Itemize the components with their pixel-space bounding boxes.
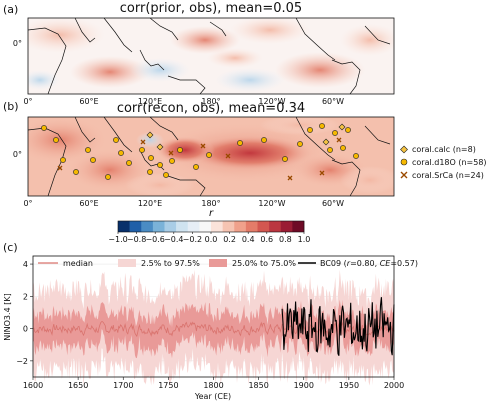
panel-b-lon-tick: 180° [201, 199, 220, 208]
x-tick-label: 1800 [203, 381, 223, 390]
colorbar-tick-label: −1.0 [108, 235, 127, 244]
panel-b-field [28, 117, 394, 196]
colorbar-tick-label: 0.8 [279, 235, 292, 244]
colorbar-tick-label: 0.0 [205, 235, 218, 244]
colorbar-tick-label: −0.2 [183, 235, 202, 244]
colorbar-cell [245, 221, 258, 232]
colorbar-cell [141, 221, 154, 232]
legend-bc09: BC09 (r=0.80, CE=0.57) [320, 259, 418, 268]
colorbar-tick-label: 1.0 [298, 235, 311, 244]
colorbar-label: r [209, 208, 214, 219]
panel-c-label: (c) [3, 241, 18, 254]
legend-coral-d18o: coral.d18O (n=58) [412, 158, 487, 167]
panel-b-title: corr(recon, obs), mean=0.34 [117, 101, 305, 116]
panel-c-ylabel: NINO3.4 [K] [3, 293, 12, 340]
timeseries-plot [32, 263, 395, 387]
x-tick-label: 1600 [23, 381, 43, 390]
panel-a-title: corr(prior, obs), mean=0.05 [120, 1, 302, 16]
panel-a-lon-tick: 60°E [79, 97, 98, 106]
colorbar-ticks: −1.0 −0.8 −0.6 −0.4 −0.2 0.0 0.2 0.4 0.6 0.8 1.0 [108, 232, 310, 244]
panel-c-legend: median 2.5% to 97.5% 25.0% to 75.0% BC09… [38, 259, 418, 268]
coral-srca-marker [400, 171, 408, 179]
x-tick-label: 1750 [158, 381, 178, 390]
colorbar-cell [164, 221, 177, 232]
colorbar-cell [280, 221, 293, 232]
median-line [32, 321, 395, 338]
panel-a-label: (a) [3, 3, 18, 16]
panel-c: (c) 1600 1650 1700 1750 1800 1850 1900 1950 2000… [3, 241, 418, 401]
colorbar-cells [118, 221, 305, 232]
colorbar-cell [118, 221, 130, 232]
panel-b-lon-tick: 60°W [322, 199, 344, 208]
panel-a-lon-tick: 120°W [258, 97, 285, 106]
colorbar-tick-label: 0.4 [242, 235, 255, 244]
panel-b-lon-tick: 120°E [138, 199, 162, 208]
y-tick-label: 4 [23, 260, 28, 269]
panel-b-lat-tick: 0° [13, 150, 22, 159]
panel-c-xlabel: Year (CE) [194, 392, 231, 401]
colorbar-cell [199, 221, 212, 232]
colorbar-tick-label: 0.2 [223, 235, 236, 244]
x-tick-label: 1950 [339, 381, 359, 390]
panel-a-lon-tick: 180° [201, 97, 220, 106]
colorbar: r −1.0 −0.8 −0.6 −0.4 −0.2 0.0 0.2 0.4 0.6 0.8 1.0 [108, 208, 310, 244]
panel-b-lon-tick: 60°E [79, 199, 98, 208]
panel-c-y-ticks: −2 0 2 4 [16, 260, 33, 366]
legend-band50-swatch [209, 259, 227, 267]
panel-a-lon-tick: 60°W [322, 97, 344, 106]
x-tick-label: 1700 [113, 381, 133, 390]
x-tick-label: 1850 [248, 381, 268, 390]
panel-b: (b) corr(recon, obs), mean=0.34 [3, 100, 487, 208]
coral-d18o-marker [400, 158, 408, 166]
colorbar-tick-label: −0.8 [127, 235, 146, 244]
legend-coral-calc: coral.calc (n=8) [412, 145, 476, 154]
colorbar-cell [187, 221, 200, 232]
colorbar-cell [292, 221, 305, 232]
y-tick-label: −2 [16, 357, 28, 366]
legend-band50: 25.0% to 75.0% [232, 259, 296, 268]
colorbar-cell [234, 221, 247, 232]
panel-a-lon-tick: 0° [23, 97, 32, 106]
panel-b-label: (b) [3, 100, 19, 113]
x-tick-label: 1650 [68, 381, 88, 390]
legend-band95: 2.5% to 97.5% [141, 259, 200, 268]
colorbar-tick-label: −0.6 [145, 235, 164, 244]
colorbar-cell [211, 221, 223, 232]
colorbar-cell [222, 221, 235, 232]
colorbar-cell [176, 221, 189, 232]
panel-a-lon-tick: 120°E [138, 97, 162, 106]
panel-a-field [28, 18, 394, 94]
panel-b-lon-tick: 0° [23, 199, 32, 208]
panel-a: (a) corr(prior, obs), mean=0.05 [3, 1, 395, 106]
panel-a-lat-tick: 0° [13, 39, 22, 48]
colorbar-cell [269, 221, 282, 232]
colorbar-cell [257, 221, 270, 232]
x-tick-label: 2000 [384, 381, 404, 390]
legend-median: median [63, 259, 93, 268]
colorbar-cell [129, 221, 142, 232]
y-tick-label: 0 [23, 325, 28, 334]
legend-band95-swatch [118, 259, 136, 267]
panel-b-lon-tick: 120°W [258, 199, 285, 208]
coral-calc-marker [400, 145, 408, 154]
legend-coral-srca: coral.SrCa (n=24) [412, 171, 484, 180]
colorbar-tick-label: −0.4 [164, 235, 183, 244]
bc09-line [281, 297, 395, 356]
panel-b-legend: coral.calc (n=8) coral.d18O (n=58) coral… [400, 145, 487, 180]
colorbar-tick-label: 0.6 [260, 235, 273, 244]
x-tick-label: 1900 [294, 381, 314, 390]
colorbar-cell [152, 221, 165, 232]
panel-c-x-ticks: 1600 1650 1700 1750 1800 1850 1900 1950 2000 [23, 377, 404, 390]
y-tick-label: 2 [23, 292, 28, 301]
